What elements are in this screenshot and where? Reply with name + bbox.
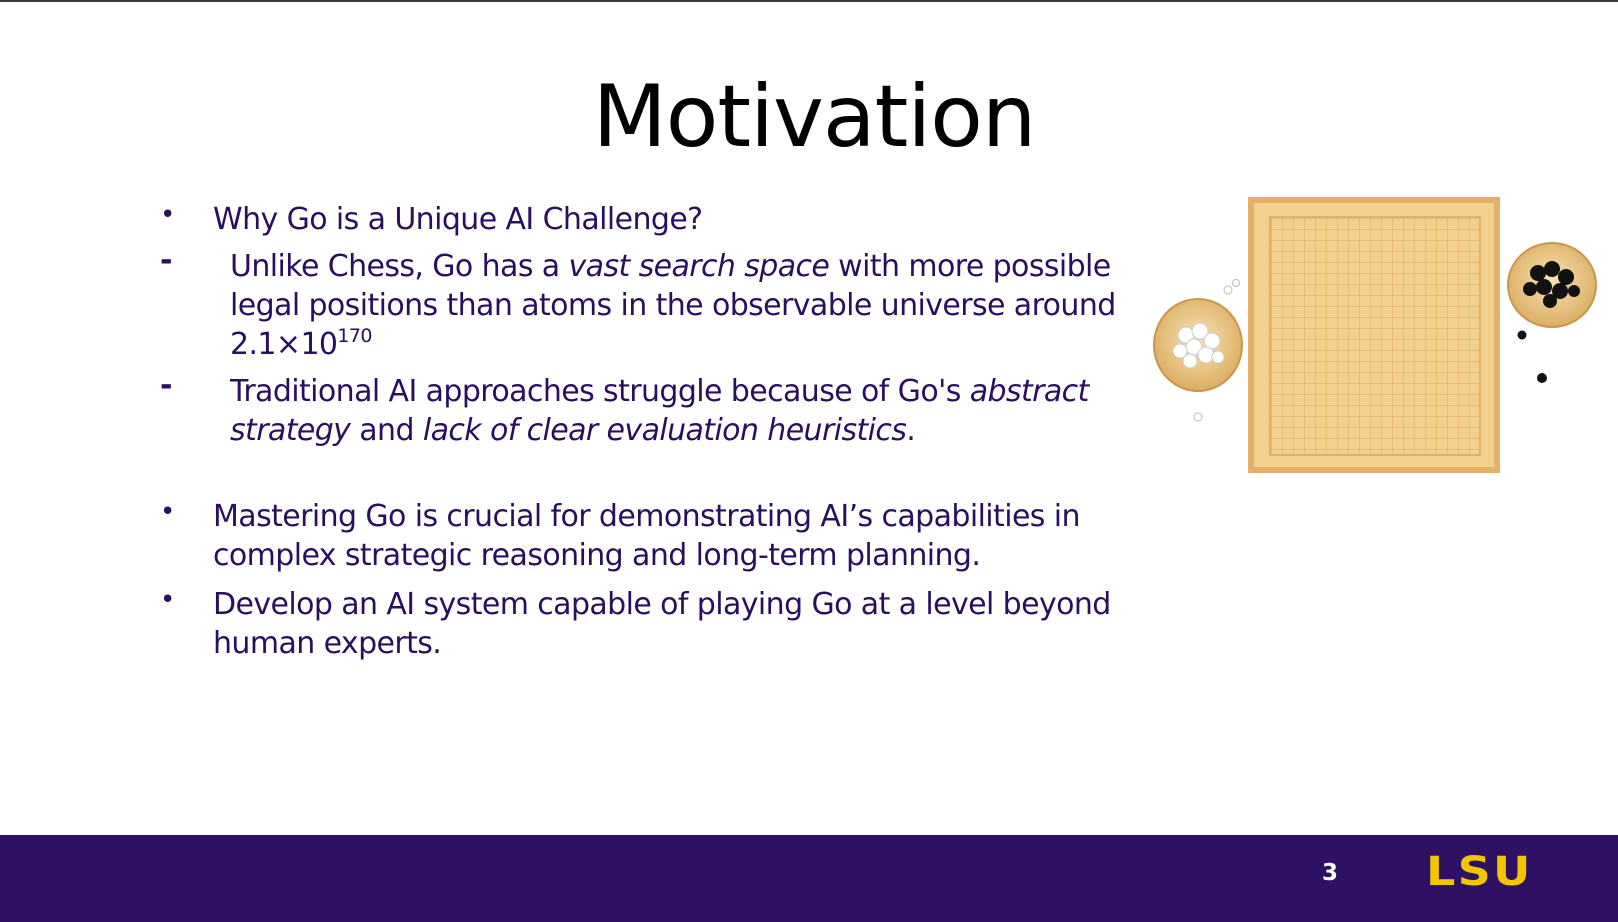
exponent: 170 — [337, 325, 372, 347]
go-board-grid — [1269, 216, 1481, 456]
black-stone-bowl-icon — [1507, 242, 1597, 328]
bullet-text: Develop an AI system capable of playing … — [213, 587, 1111, 661]
lsu-logo: LSU — [1426, 849, 1533, 895]
sub-item-text-part: with more possible legal positions than … — [230, 249, 1116, 362]
sub-item-text-part: Traditional AI approaches struggle becau… — [230, 374, 970, 409]
bullet-item-2: • Mastering Go is crucial for demonstrat… — [160, 497, 1150, 575]
white-stones-icon — [1172, 279, 1240, 422]
sub-item-search-space: - Unlike Chess, Go has a vast search spa… — [160, 243, 1150, 364]
emphasis-lack-of-heuristics: lack of clear evaluation heuristics — [422, 413, 907, 448]
dash-marker: - — [160, 368, 172, 403]
slide-title: Motivation — [592, 67, 1037, 167]
emphasis-abstract-strategy: abstract strategy — [230, 374, 1089, 448]
sub-item-text-part: . — [906, 413, 916, 448]
slide-content: • Why Go is a Unique AI Challenge? - Unl… — [160, 200, 1150, 663]
bullet-marker: • — [160, 585, 175, 615]
bullet-marker: • — [160, 200, 175, 230]
black-stones-icon — [1517, 261, 1580, 383]
sub-item-text-part: Unlike Chess, Go has a — [230, 249, 569, 284]
page-number: 3 — [1321, 860, 1338, 886]
footer-bar: 3 LSU — [0, 835, 1618, 922]
bullet-text: Mastering Go is crucial for demonstratin… — [213, 499, 1081, 573]
bullet-item-1: • Why Go is a Unique AI Challenge? — [160, 200, 1150, 239]
top-rule — [0, 0, 1618, 2]
bullet-marker: • — [160, 497, 175, 527]
sub-item-traditional-ai: - Traditional AI approaches struggle bec… — [160, 368, 1150, 450]
go-board-with-stone-bowls-icon — [1153, 197, 1597, 473]
dash-marker: - — [160, 243, 172, 278]
sub-item-text-part: and — [350, 413, 423, 448]
bullet-text: Why Go is a Unique AI Challenge? — [213, 202, 703, 237]
emphasis-vast-search-space: vast search space — [568, 249, 830, 284]
bullet-item-3: • Develop an AI system capable of playin… — [160, 585, 1150, 663]
